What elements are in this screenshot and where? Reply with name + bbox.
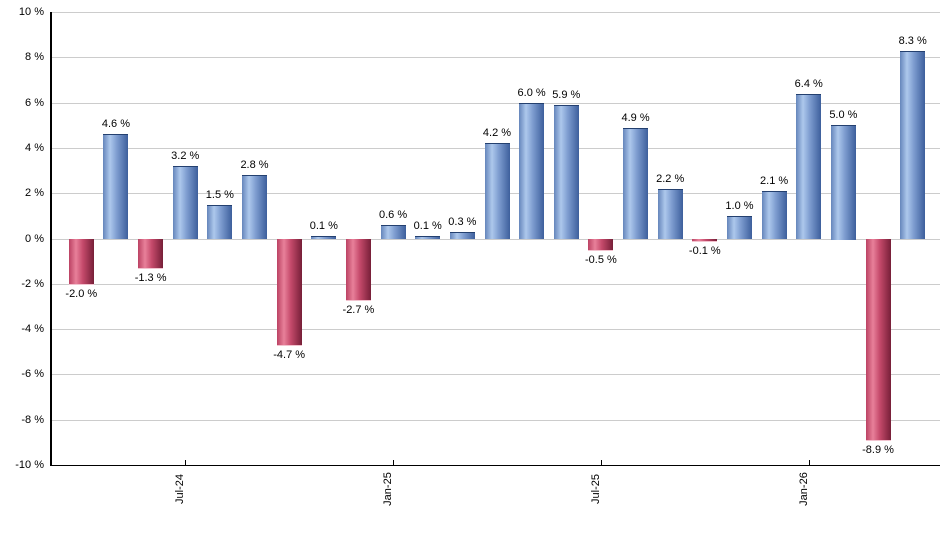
y-grid-line: [50, 57, 940, 59]
bar: [484, 143, 510, 240]
bar: [796, 93, 822, 240]
y-axis-label: 10 %: [18, 6, 44, 18]
bar: [553, 104, 579, 240]
y-axis-label: 6 %: [25, 96, 44, 109]
bar: [345, 238, 371, 301]
y-grid-line: [50, 419, 940, 421]
y-grid-line: [50, 102, 940, 104]
bar-value-label: -1.3 %: [134, 271, 167, 284]
bar-value-label: 6.4 %: [794, 77, 823, 90]
bar-value-label: 4.6 %: [101, 118, 131, 131]
bar-value-label: 2.1 %: [760, 174, 789, 187]
y-grid-line: [50, 329, 940, 331]
bar: [519, 102, 545, 240]
bar-value-label: -2.7 %: [342, 303, 375, 316]
bar: [276, 238, 302, 346]
bar: [138, 238, 164, 269]
y-grid-line: [50, 374, 940, 376]
bar: [311, 236, 337, 240]
bar: [761, 190, 787, 240]
x-tick: [393, 460, 395, 465]
bar-value-label: 0.1 %: [413, 220, 442, 233]
bar-value-label: -4.7 %: [273, 348, 306, 361]
bar: [830, 125, 856, 240]
y-axis-label: -2 %: [21, 277, 44, 290]
bar: [588, 238, 614, 251]
bar-value-label: 1.0 %: [725, 199, 754, 212]
bar-value-label: 3.2 %: [171, 150, 200, 163]
bar: [865, 238, 891, 442]
y-axis-line: [50, 12, 52, 465]
x-axis-line: [50, 465, 940, 466]
bar: [68, 238, 94, 285]
bar-value-label: -0.1 %: [688, 244, 721, 257]
bar-value-label: -0.5 %: [585, 253, 617, 266]
x-tick: [185, 460, 187, 465]
bar-value-label: 4.2 %: [482, 127, 512, 140]
bar: [449, 231, 475, 240]
x-tick-label: Jan-26: [797, 472, 810, 506]
y-axis-label: -4 %: [21, 323, 44, 336]
bar: [172, 166, 198, 240]
bar: [623, 127, 649, 240]
bar-value-label: 5.0 %: [829, 109, 858, 122]
bar-value-label: 0.6 %: [379, 208, 408, 221]
bar: [103, 134, 129, 240]
bar-value-label: 2.2 %: [656, 172, 685, 185]
bar: [692, 238, 718, 242]
bar: [207, 204, 233, 240]
bar-value-label: 4.9 %: [621, 111, 650, 124]
bar-value-label: 5.9 %: [552, 88, 581, 101]
bar-value-label: 0.3 %: [448, 215, 477, 228]
bar-value-label: 0.1 %: [309, 220, 338, 233]
y-axis-label: -6 %: [21, 368, 44, 381]
y-axis-label: 2 %: [25, 187, 44, 200]
y-grid-line: [50, 12, 940, 13]
y-axis-label: 4 %: [25, 141, 44, 154]
bar: [242, 175, 268, 240]
bar-value-label: 2.8 %: [240, 159, 269, 172]
bar: [380, 224, 406, 240]
x-tick: [600, 460, 602, 465]
bar: [657, 188, 683, 240]
bar-value-label: -8.9 %: [862, 444, 894, 457]
x-tick-label: Jul-25: [589, 474, 602, 504]
bar-value-label: 1.5 %: [205, 188, 234, 201]
y-axis-label: -10 %: [15, 459, 44, 471]
x-tick-label: Jan-25: [382, 472, 395, 506]
bar: [726, 215, 752, 240]
y-axis-label: 0 %: [25, 232, 44, 245]
x-tick: [808, 460, 810, 465]
y-axis-label: 8 %: [25, 51, 44, 64]
x-tick-label: Jul-24: [174, 474, 187, 504]
bar-value-label: 6.0 %: [517, 86, 546, 99]
bar: [415, 236, 441, 240]
y-axis-label: -8 %: [21, 413, 44, 426]
bar-value-label: -2.0 %: [65, 287, 98, 300]
bar-value-label: 8.3 %: [898, 34, 927, 47]
bar: [900, 50, 926, 240]
y-grid-line: [50, 283, 940, 285]
